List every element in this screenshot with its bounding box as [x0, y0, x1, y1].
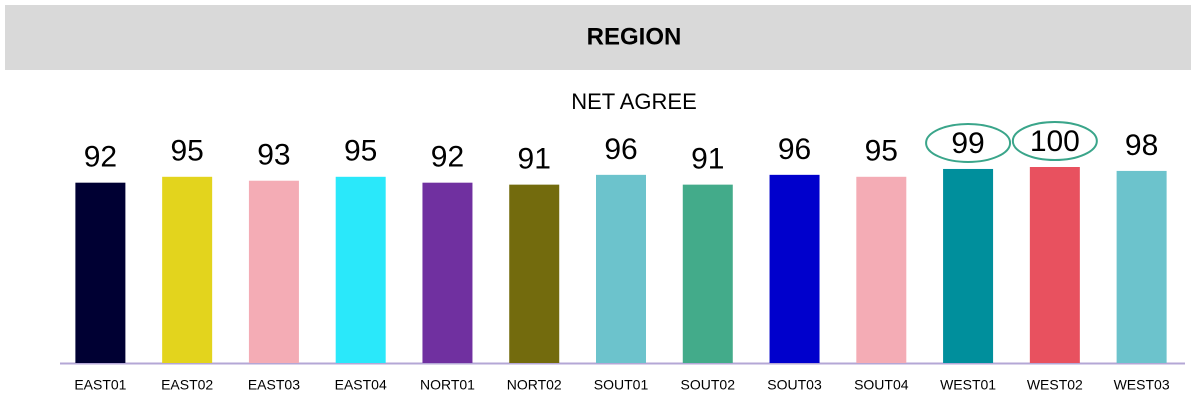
x-tick-label: WEST03	[1114, 377, 1170, 393]
data-label: 98	[1125, 129, 1158, 162]
x-tick-label: EAST02	[161, 377, 213, 393]
data-label: 93	[257, 139, 290, 172]
bar	[162, 176, 213, 363]
highlight-ellipse	[1011, 121, 1098, 161]
data-label: 91	[691, 143, 724, 176]
x-tick-label: WEST01	[940, 377, 996, 393]
bar	[943, 168, 994, 363]
data-label: 96	[604, 133, 637, 166]
data-label: 96	[778, 133, 811, 166]
data-label: 95	[865, 135, 898, 168]
x-tick-label: NORT02	[507, 377, 562, 393]
bar	[1116, 170, 1167, 363]
chart-subtitle: NET AGREE	[571, 89, 697, 114]
bar	[422, 182, 473, 363]
x-tick-label: WEST02	[1027, 377, 1083, 393]
x-tick-label: SOUT01	[594, 377, 649, 393]
bar	[769, 174, 820, 363]
header-band	[5, 5, 1191, 70]
x-tick-label: EAST03	[248, 377, 300, 393]
bar	[596, 174, 646, 363]
x-tick-label: EAST04	[335, 377, 387, 393]
data-label: 95	[344, 135, 377, 168]
chart-title: REGION	[587, 23, 682, 50]
x-tick-label: SOUT04	[854, 377, 909, 393]
data-label: 95	[170, 135, 203, 168]
x-tick-label: SOUT02	[681, 377, 736, 393]
data-label: 92	[431, 141, 464, 174]
bar	[248, 180, 299, 363]
data-label: 92	[84, 141, 117, 174]
bar	[1029, 167, 1080, 363]
highlight-ellipse	[925, 122, 1012, 163]
data-label: 91	[518, 143, 551, 176]
x-tick-label: NORT01	[420, 377, 475, 393]
bar	[75, 182, 126, 363]
data-label: 100	[1030, 125, 1080, 158]
bar	[335, 176, 386, 363]
x-tick-label: SOUT03	[767, 377, 822, 393]
data-label: 99	[951, 127, 984, 160]
bar	[856, 176, 907, 363]
bar	[509, 184, 560, 363]
bar	[682, 184, 733, 363]
x-tick-label: EAST01	[74, 377, 126, 393]
